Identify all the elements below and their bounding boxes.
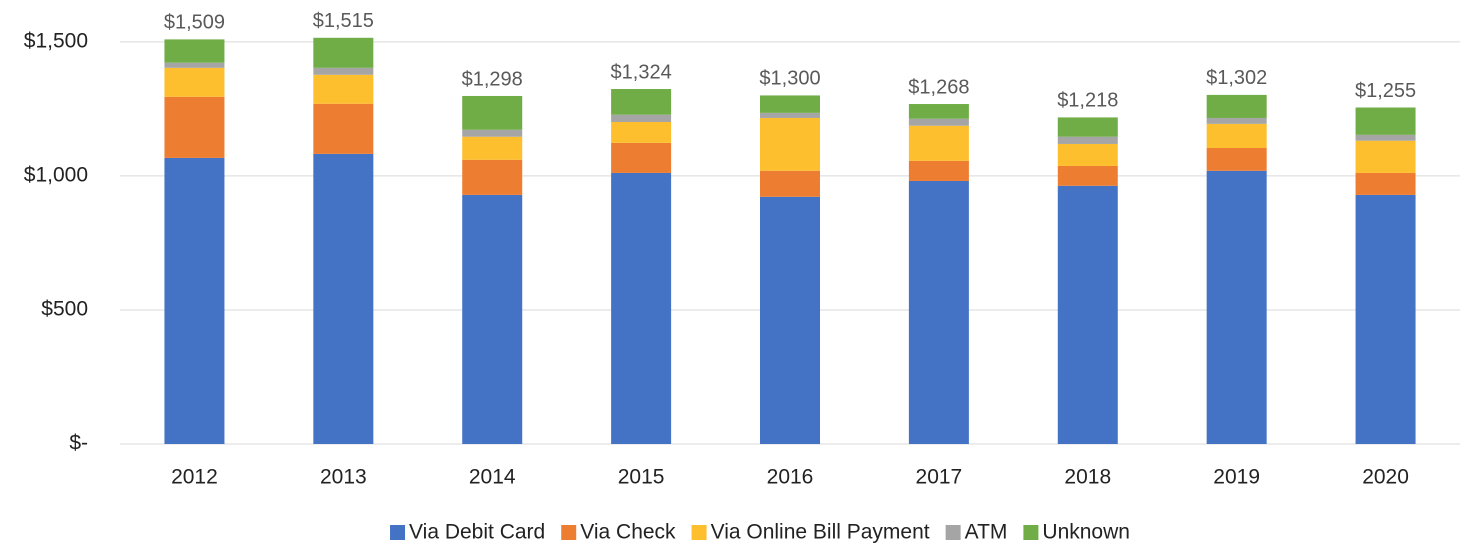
x-tick-label: 2012 xyxy=(171,466,218,489)
bar-segment xyxy=(1355,107,1416,135)
total-label: $1,302 xyxy=(1206,67,1267,89)
bar-segment xyxy=(611,121,672,143)
bar-segment xyxy=(462,129,523,137)
bar-segment xyxy=(313,67,374,75)
bar-segment xyxy=(313,37,374,68)
total-label: $1,268 xyxy=(908,76,969,98)
bar-segment xyxy=(164,62,225,68)
bar-segment xyxy=(611,114,672,122)
total-label: $1,509 xyxy=(164,12,225,34)
bar-segment xyxy=(1355,140,1416,173)
bar-segment xyxy=(611,172,672,444)
bar-segment xyxy=(1355,134,1416,141)
legend-swatch xyxy=(561,525,577,540)
legend-label: Via Check xyxy=(580,521,676,544)
total-label: $1,255 xyxy=(1355,80,1416,102)
bar-segment xyxy=(164,39,225,63)
total-label: $1,298 xyxy=(462,68,523,90)
x-tick-label: 2017 xyxy=(916,466,963,489)
bar-segment xyxy=(1355,194,1416,444)
bar-segment xyxy=(462,95,523,130)
legend-swatch xyxy=(1023,525,1039,540)
bar-segment xyxy=(908,125,969,161)
bar-segment xyxy=(164,67,225,97)
bar-segment xyxy=(164,96,225,158)
bar-segment xyxy=(1355,172,1416,195)
bar-segment xyxy=(908,104,969,119)
y-tick-label: $- xyxy=(69,432,88,455)
bar-segment xyxy=(462,136,523,160)
bar-segment xyxy=(760,196,820,444)
bar-segment xyxy=(1057,143,1118,166)
bar-segment xyxy=(1057,165,1118,186)
bar-segment xyxy=(1057,117,1118,137)
x-tick-label: 2013 xyxy=(320,466,367,489)
y-tick-label: $500 xyxy=(41,297,88,320)
bar-segment xyxy=(1057,185,1118,444)
bar-segment xyxy=(313,153,374,445)
total-label: $1,218 xyxy=(1057,90,1118,112)
total-label: $1,324 xyxy=(611,61,672,83)
bar-segment xyxy=(1206,94,1267,118)
x-tick-label: 2016 xyxy=(767,466,814,489)
x-tick-label: 2018 xyxy=(1064,466,1111,489)
bar-segment xyxy=(164,157,225,444)
total-label: $1,515 xyxy=(313,10,374,32)
x-tick-label: 2020 xyxy=(1362,466,1409,489)
x-tick-label: 2019 xyxy=(1213,466,1260,489)
x-tick-label: 2015 xyxy=(618,466,665,489)
bar-segment xyxy=(611,142,672,173)
legend-label: Via Online Bill Payment xyxy=(711,521,930,544)
legend-label: Unknown xyxy=(1042,521,1130,544)
legend-swatch xyxy=(945,525,961,540)
bar-segment xyxy=(462,159,523,195)
bar-segment xyxy=(760,170,820,197)
bar-segment xyxy=(908,118,969,126)
bar-segment xyxy=(760,112,820,118)
y-tick-label: $1,500 xyxy=(24,29,88,52)
bar-segment xyxy=(760,95,820,113)
bar-segment xyxy=(1206,147,1267,171)
legend-swatch xyxy=(691,525,707,540)
y-tick-label: $1,000 xyxy=(24,163,88,186)
bar-segment xyxy=(1057,136,1118,144)
bar-segment xyxy=(1206,117,1267,124)
x-tick-label: 2014 xyxy=(469,466,516,489)
bar-segment xyxy=(313,74,374,104)
legend-label: ATM xyxy=(965,521,1008,544)
bar-segment xyxy=(1206,170,1267,444)
bar-segment xyxy=(908,180,969,445)
bar-segment xyxy=(462,194,523,444)
total-label: $1,300 xyxy=(759,68,820,90)
bar-segment xyxy=(760,117,820,171)
bar-segment xyxy=(611,89,672,115)
bar-segment xyxy=(313,103,374,154)
legend-label: Via Debit Card xyxy=(409,521,545,544)
bar-segment xyxy=(1206,123,1267,148)
bar-segment xyxy=(908,160,969,181)
legend-swatch xyxy=(390,525,406,540)
